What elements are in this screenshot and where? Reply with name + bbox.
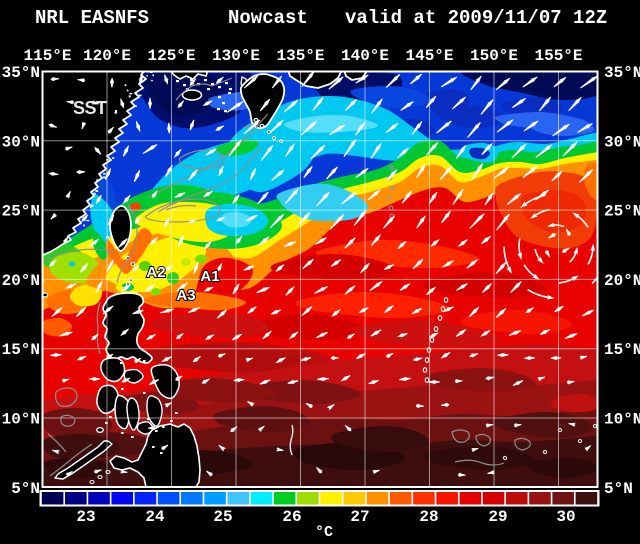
svg-text:20°N: 20°N xyxy=(2,272,40,290)
svg-text:25°N: 25°N xyxy=(604,203,640,221)
svg-text:15°N: 15°N xyxy=(604,341,640,359)
svg-text:NRL EASNFS: NRL EASNFS xyxy=(35,7,149,29)
svg-text:30: 30 xyxy=(556,508,575,526)
svg-text:28: 28 xyxy=(419,508,438,526)
svg-text:10°N: 10°N xyxy=(604,411,640,429)
svg-text:120°E: 120°E xyxy=(83,47,131,65)
svg-text:5°N: 5°N xyxy=(604,480,633,498)
svg-text:A2: A2 xyxy=(146,264,165,281)
svg-text:A1: A1 xyxy=(200,268,219,285)
svg-text:°C: °C xyxy=(315,524,333,541)
svg-text:145°E: 145°E xyxy=(405,47,453,65)
svg-text:35°N: 35°N xyxy=(604,64,640,82)
svg-text:A3: A3 xyxy=(176,287,195,304)
svg-text:140°E: 140°E xyxy=(341,47,389,65)
svg-text:15°N: 15°N xyxy=(2,341,40,359)
svg-text:23: 23 xyxy=(76,508,95,526)
svg-text:130°E: 130°E xyxy=(212,47,260,65)
svg-text:27: 27 xyxy=(350,508,369,526)
svg-text:135°E: 135°E xyxy=(276,47,324,65)
svg-text:valid at 2009/11/07 12Z: valid at 2009/11/07 12Z xyxy=(345,7,607,29)
svg-text:30°N: 30°N xyxy=(2,133,40,151)
svg-text:5°N: 5°N xyxy=(11,480,40,498)
svg-text:30°N: 30°N xyxy=(604,133,640,151)
svg-text:25: 25 xyxy=(213,508,232,526)
svg-text:115°E: 115°E xyxy=(23,47,71,65)
svg-text:29: 29 xyxy=(488,508,507,526)
svg-text:125°E: 125°E xyxy=(147,47,195,65)
svg-text:SST: SST xyxy=(73,98,107,118)
svg-text:155°E: 155°E xyxy=(534,47,582,65)
svg-text:24: 24 xyxy=(145,508,165,526)
svg-text:25°N: 25°N xyxy=(2,203,40,221)
svg-text:35°N: 35°N xyxy=(2,64,40,82)
svg-text:26: 26 xyxy=(282,508,301,526)
svg-text:150°E: 150°E xyxy=(470,47,518,65)
svg-text:10°N: 10°N xyxy=(2,411,40,429)
svg-text:20°N: 20°N xyxy=(604,272,640,290)
svg-text:Nowcast: Nowcast xyxy=(228,7,308,29)
